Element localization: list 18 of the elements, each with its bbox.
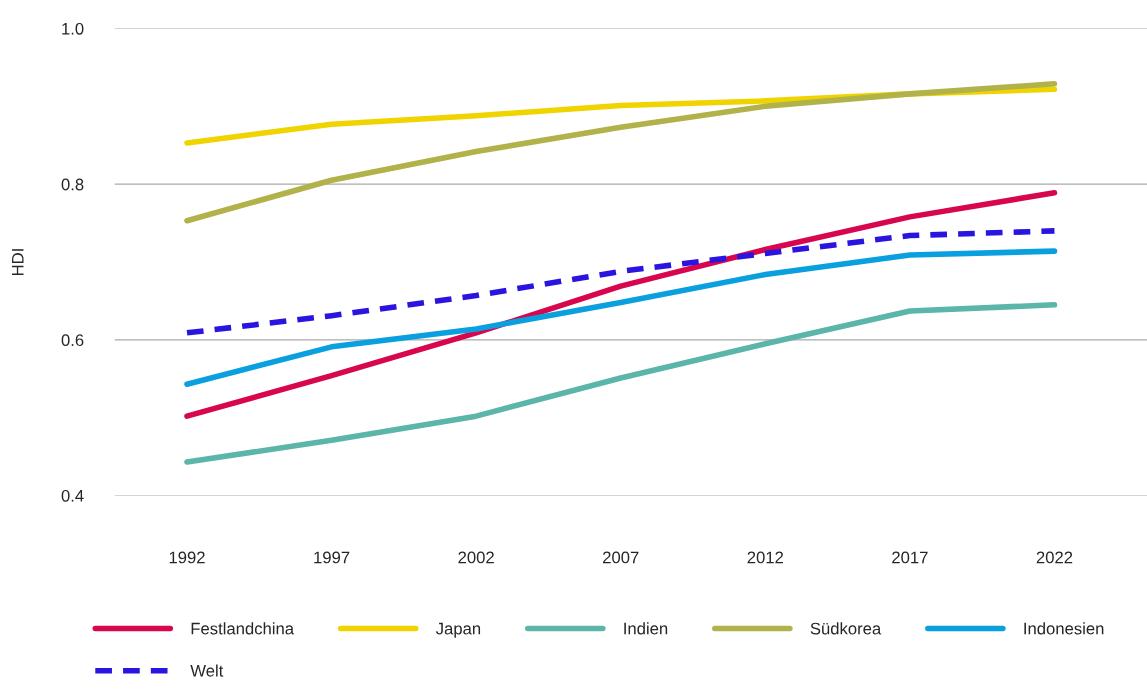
y-tick-label: 1.0	[62, 22, 84, 35]
legend-label: Festlandchina	[191, 622, 295, 635]
x-tick-label: 2012	[747, 551, 784, 564]
legend-label: Indien	[624, 622, 668, 635]
legend-label: Indonesien	[1024, 622, 1104, 635]
x-tick-label: 2017	[892, 551, 928, 564]
x-tick-label: 2002	[458, 551, 494, 564]
y-tick-label: 0.4	[61, 489, 84, 502]
x-tick-label: 1992	[169, 551, 205, 564]
y-axis-title: HDI	[12, 249, 24, 275]
x-tick-label: 2007	[603, 551, 639, 564]
x-tick-label: 1997	[314, 551, 350, 564]
legend-label: Japan	[435, 622, 481, 638]
y-tick-label: 0.8	[61, 178, 84, 191]
legend-label: Welt	[190, 664, 224, 677]
legend-label: Südkorea	[810, 622, 882, 635]
y-tick-label: 0.6	[61, 334, 84, 347]
x-tick-label: 2022	[1036, 551, 1073, 564]
